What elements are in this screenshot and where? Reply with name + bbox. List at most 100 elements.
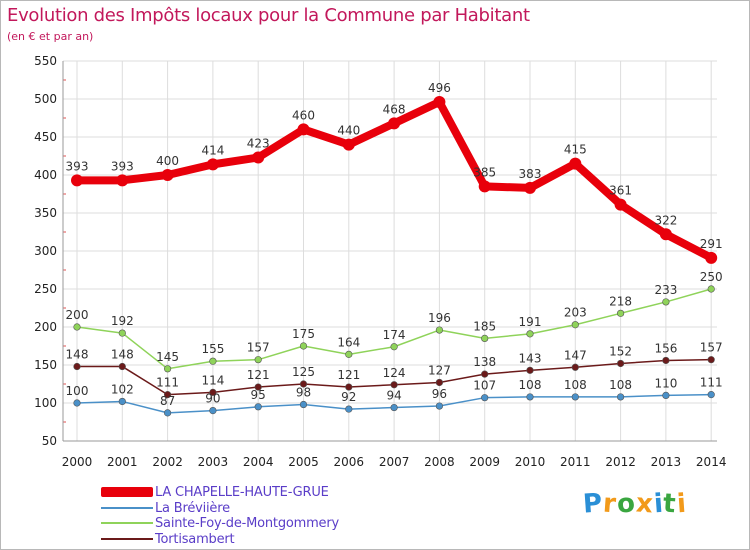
data-label: 108 [519,378,542,392]
data-label: 385 [473,165,496,179]
data-point [524,181,536,194]
data-point [616,393,625,401]
data-point [252,151,265,164]
data-point [478,180,491,193]
data-point [571,321,579,329]
data-point [206,158,219,171]
data-label: 157 [700,341,723,355]
proxiti-logo: Proxiti [581,488,688,520]
data-point [345,405,353,413]
data-label: 100 [66,384,89,398]
data-point [254,356,262,364]
data-label: 90 [205,392,220,406]
data-label: 114 [201,373,224,387]
data-label: 92 [341,390,356,404]
data-label: 460 [292,108,315,122]
data-label: 125 [292,365,315,379]
data-label: 147 [564,348,587,362]
data-point [481,394,489,402]
data-point [390,403,398,412]
data-label: 361 [609,184,632,198]
data-label: 87 [160,394,175,408]
data-point [616,359,625,368]
y-tick-label: 300 [34,244,57,258]
data-point [571,393,579,401]
y-tick-label: 500 [34,92,57,106]
x-tick-label: 2007 [379,455,410,469]
x-tick-label: 2004 [243,455,274,469]
data-label: 156 [654,341,677,355]
legend-label-chapelle: LA CHAPELLE-HAUTE-GRUE [155,485,329,500]
data-label: 121 [337,368,360,382]
data-point [707,391,715,399]
y-tick-label: 400 [34,168,57,182]
data-point [118,329,126,337]
data-label: 414 [201,143,224,157]
data-point [481,370,489,378]
data-label: 185 [473,319,496,333]
data-point [161,169,174,181]
data-point [526,393,534,401]
legend-swatch-chapelle [101,487,153,497]
data-point [73,323,81,331]
data-point [481,334,489,343]
data-label: 468 [383,102,406,116]
x-tick-label: 2014 [696,455,727,469]
data-point [73,362,81,371]
data-point [299,380,308,388]
data-point [297,123,310,136]
legend-label-breviiere: La Bréviière [155,500,230,516]
data-label: 111 [156,376,179,390]
y-tick-label: 550 [34,54,57,68]
legend-label-sainte-foy: Sainte-Foy-de-Montgommery [155,516,339,531]
x-tick-label: 2006 [334,455,365,469]
data-label: 127 [428,363,451,377]
data-label: 110 [654,376,677,390]
data-label: 121 [247,368,270,382]
data-label: 250 [700,270,723,284]
data-point [209,388,217,396]
data-point [569,157,582,170]
data-point [345,350,353,358]
data-label: 175 [292,327,315,341]
data-point [73,399,81,407]
y-tick-label: 100 [34,396,57,410]
data-label: 143 [519,351,542,365]
data-point [526,366,534,374]
legend-swatch-tortisambert [101,537,153,540]
data-point [116,174,129,187]
data-point [616,309,625,317]
y-tick-label: 250 [34,282,57,296]
x-tick-label: 2010 [515,455,546,469]
x-tick-label: 2009 [469,455,500,469]
data-point [707,285,715,293]
data-point [299,342,308,350]
data-point [118,397,126,406]
logo-letter: P [581,488,605,520]
data-label: 415 [564,143,587,157]
data-point [614,198,627,211]
x-tick-label: 2012 [605,455,636,469]
data-label: 383 [519,167,542,181]
x-tick-label: 2003 [198,455,229,469]
y-tick-label: 50 [42,434,57,448]
x-tick-label: 2008 [424,455,455,469]
data-point [435,402,444,410]
data-point [390,343,398,351]
data-label: 98 [296,386,311,400]
data-label: 322 [654,213,677,227]
data-label: 233 [654,283,677,297]
legend-swatch-breviiere [101,506,153,509]
legend-label-tortisambert: Tortisambert [155,531,235,547]
x-tick-label: 2002 [152,455,183,469]
data-label: 440 [337,124,360,138]
data-point [164,391,172,399]
data-point [571,363,579,371]
x-tick-label: 2013 [651,455,682,469]
data-label: 291 [700,237,723,251]
y-tick-label: 350 [34,206,57,220]
data-label: 145 [156,350,179,364]
data-label: 96 [432,387,447,401]
data-label: 164 [337,335,360,349]
